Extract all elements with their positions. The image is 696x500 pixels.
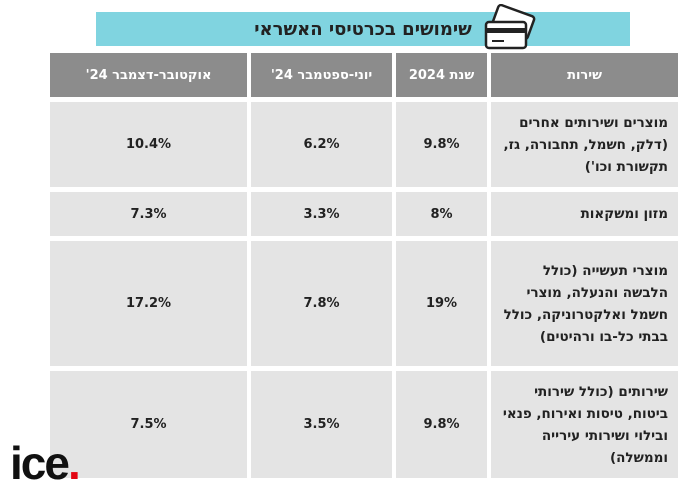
row-label: שירותים (כולל שירותי ביטוח, טיסות ואירוח… — [491, 371, 678, 478]
row-label: מוצרים ושירותים אחרים (דלק, חשמל, תחבורה… — [491, 102, 678, 187]
title-bar: שימושים בכרטיסי האשראי — [96, 12, 630, 46]
table: שירות שנת 2024 יוני-ספטמבר 24' אוקטובר-דצמב… — [50, 53, 678, 478]
value-cell: 10.4% — [50, 102, 247, 187]
header-cell: אוקטובר-דצמבר 24' — [50, 53, 247, 97]
logo-dot: . — [67, 437, 81, 489]
logo: ice. — [10, 436, 81, 490]
logo-text: ice — [10, 437, 70, 489]
row-label: מזון ומשקאות — [491, 192, 678, 236]
value-cell: 3.5% — [251, 371, 392, 478]
value-cell: 7.3% — [50, 192, 247, 236]
value-cell: 9.8% — [396, 371, 487, 478]
header-cell: שירות — [491, 53, 678, 97]
value-cell: 9.8% — [396, 102, 487, 187]
card-icon — [484, 4, 536, 50]
title: שימושים בכרטיסי האשראי — [254, 18, 472, 40]
header-cell: יוני-ספטמבר 24' — [251, 53, 392, 97]
value-cell: 17.2% — [50, 241, 247, 366]
value-cell: 3.3% — [251, 192, 392, 236]
value-cell: 8% — [396, 192, 487, 236]
header-cell: שנת 2024 — [396, 53, 487, 97]
row-label: מוצרי תעשייה (כולל הלבשה והנעלה, מוצרי ח… — [491, 241, 678, 366]
value-cell: 6.2% — [251, 102, 392, 187]
value-cell: 19% — [396, 241, 487, 366]
value-cell: 7.8% — [251, 241, 392, 366]
value-cell: 7.5% — [50, 371, 247, 478]
